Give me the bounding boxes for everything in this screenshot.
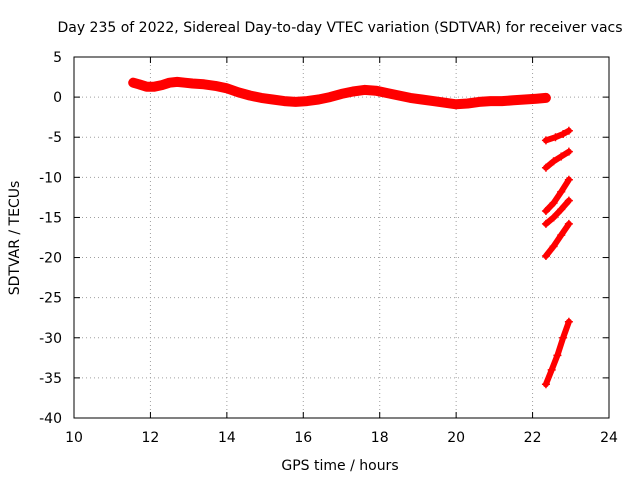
data-point bbox=[553, 351, 562, 360]
data-point bbox=[564, 175, 573, 184]
data-point bbox=[557, 187, 566, 196]
data-point bbox=[551, 133, 560, 142]
x-axis-label: GPS time / hours bbox=[281, 458, 398, 474]
y-tick-label: -25 bbox=[39, 291, 62, 307]
series-trace bbox=[128, 76, 551, 110]
y-tick-label: 0 bbox=[53, 90, 62, 106]
data-series bbox=[128, 76, 573, 389]
data-point bbox=[173, 77, 182, 86]
series-trace bbox=[542, 176, 572, 214]
x-tick-label: 18 bbox=[371, 430, 389, 446]
data-point bbox=[257, 93, 266, 102]
data-point bbox=[549, 157, 558, 166]
series-trace bbox=[542, 127, 572, 144]
axis-ticks bbox=[73, 56, 610, 419]
x-tick-labels: 10 12 14 16 18 20 22 24 bbox=[65, 430, 618, 446]
data-point bbox=[417, 95, 426, 104]
data-point bbox=[291, 97, 300, 106]
data-point bbox=[463, 99, 472, 108]
data-point bbox=[549, 213, 558, 222]
series-trace bbox=[542, 197, 572, 227]
x-tick-label: 14 bbox=[218, 430, 236, 446]
y-tick-label: 5 bbox=[53, 50, 62, 66]
y-tick-label: -35 bbox=[39, 371, 62, 387]
data-point bbox=[452, 100, 461, 109]
data-point bbox=[211, 81, 220, 90]
x-tick-label: 24 bbox=[600, 430, 618, 446]
data-point bbox=[337, 89, 346, 98]
data-point bbox=[348, 87, 357, 96]
data-point bbox=[199, 80, 208, 89]
data-point bbox=[383, 89, 392, 98]
data-point bbox=[245, 91, 254, 100]
data-point bbox=[165, 78, 174, 87]
data-point bbox=[564, 219, 573, 228]
x-tick-label: 10 bbox=[65, 430, 83, 446]
data-point bbox=[559, 130, 568, 139]
data-point bbox=[429, 97, 438, 106]
data-point bbox=[498, 97, 506, 106]
x-tick-label: 12 bbox=[142, 430, 160, 446]
data-point bbox=[394, 91, 403, 100]
data-point bbox=[557, 152, 566, 161]
x-tick-label: 22 bbox=[524, 430, 542, 446]
data-point bbox=[564, 196, 573, 205]
data-point bbox=[150, 82, 159, 91]
x-tick-label: 20 bbox=[447, 430, 465, 446]
data-point bbox=[541, 207, 550, 216]
series-trace bbox=[542, 220, 572, 259]
grid-lines bbox=[74, 57, 609, 418]
data-point bbox=[326, 93, 335, 102]
data-point bbox=[541, 219, 550, 228]
data-point bbox=[157, 81, 166, 90]
data-point bbox=[541, 163, 550, 172]
data-point bbox=[520, 95, 529, 104]
data-point bbox=[234, 88, 243, 97]
y-tick-label: -40 bbox=[39, 411, 62, 427]
data-point bbox=[509, 96, 518, 105]
y-tick-label: -5 bbox=[48, 130, 62, 146]
data-point bbox=[486, 97, 495, 106]
y-tick-label: -10 bbox=[39, 170, 62, 186]
data-point bbox=[129, 78, 138, 87]
data-point bbox=[360, 85, 369, 94]
data-point bbox=[303, 97, 312, 106]
y-axis-label: SDTVAR / TECUs bbox=[7, 181, 23, 296]
data-point bbox=[475, 97, 484, 106]
y-tick-label: -30 bbox=[39, 331, 62, 347]
data-point bbox=[557, 231, 566, 240]
y-tick-labels: 5 0 -5 -10 -15 -20 -25 -30 -35 -40 bbox=[39, 50, 62, 427]
plot-frame bbox=[73, 56, 610, 419]
data-point bbox=[180, 78, 189, 87]
y-tick-label: -20 bbox=[39, 251, 62, 267]
data-point bbox=[188, 79, 197, 88]
data-point bbox=[268, 95, 277, 104]
data-point bbox=[222, 84, 231, 93]
data-point bbox=[541, 93, 550, 102]
data-point bbox=[557, 205, 566, 214]
data-point bbox=[406, 93, 415, 102]
data-point bbox=[564, 317, 573, 326]
series-trace bbox=[542, 148, 572, 171]
data-point bbox=[549, 199, 558, 208]
data-point bbox=[440, 98, 449, 107]
data-point bbox=[134, 80, 143, 89]
data-point bbox=[371, 86, 380, 95]
y-tick-label: -15 bbox=[39, 210, 62, 226]
x-tick-label: 16 bbox=[294, 430, 312, 446]
data-point bbox=[541, 380, 550, 389]
data-point bbox=[532, 94, 541, 103]
data-point bbox=[547, 365, 556, 374]
data-point bbox=[559, 333, 568, 342]
data-point bbox=[564, 147, 573, 156]
chart-title: Day 235 of 2022, Sidereal Day-to-day VTE… bbox=[57, 20, 622, 36]
data-point bbox=[541, 136, 550, 145]
data-point bbox=[142, 82, 151, 91]
data-point bbox=[280, 97, 289, 106]
data-point bbox=[564, 126, 573, 135]
data-point bbox=[541, 251, 550, 260]
data-point bbox=[549, 242, 558, 251]
data-point bbox=[314, 95, 323, 104]
